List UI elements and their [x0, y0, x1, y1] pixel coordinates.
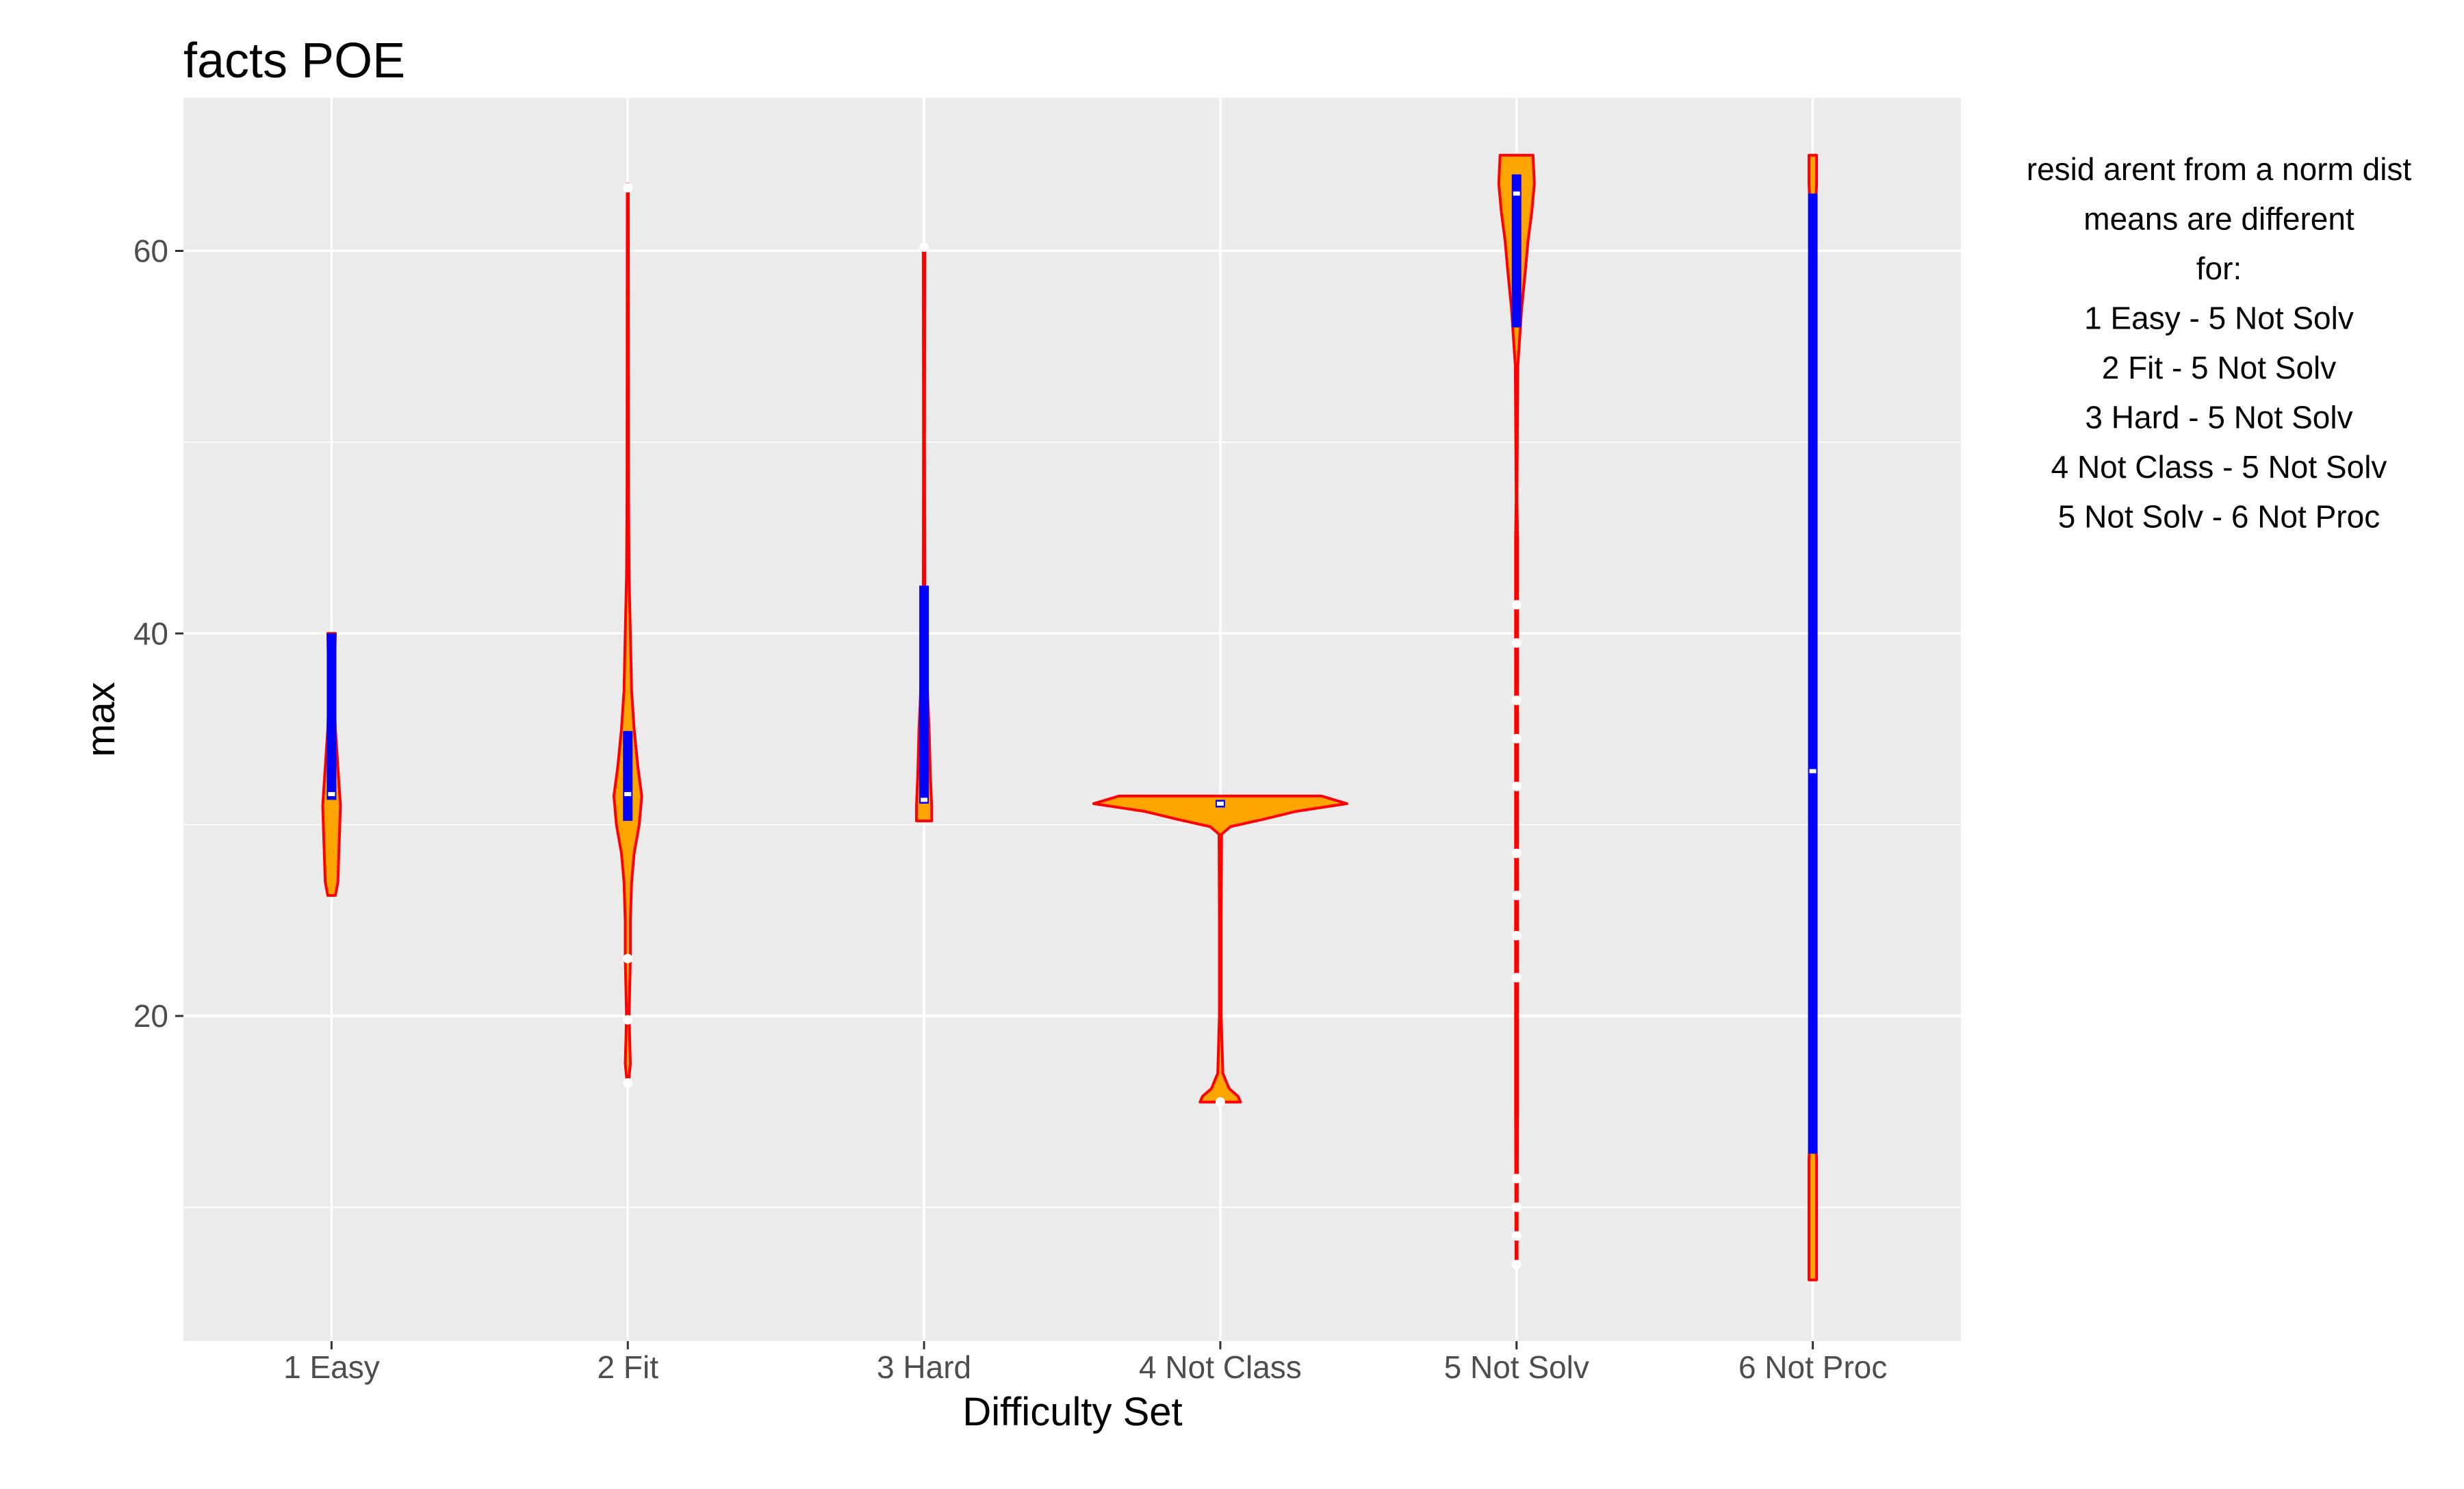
y-axis-title: max: [79, 682, 123, 757]
x-tick-label: 3 Hard: [877, 1349, 971, 1385]
annotation-line: 1 Easy - 5 Not Solv: [2084, 301, 2354, 336]
x-axis-ticks: 1 Easy 2 Fit 3 Hard 4 Not Class 5 Not Solv 6 …: [283, 1341, 1887, 1385]
plot-panel: [183, 98, 1961, 1341]
outlier-point: [1511, 1202, 1522, 1212]
y-tick-label: 20: [133, 998, 168, 1034]
annotation-line: 4 Not Class - 5 Not Solv: [2051, 449, 2387, 485]
outlier-point: [623, 1078, 633, 1088]
y-tick-label: 40: [133, 615, 168, 651]
x-tick-label: 6 Not Proc: [1738, 1349, 1887, 1385]
outlier-point: [1511, 848, 1522, 858]
outlier-point: [1511, 733, 1522, 743]
violin-3-hard: [915, 242, 934, 823]
violin-2-fit: [612, 182, 643, 1088]
outlier-point: [1511, 973, 1522, 983]
median-marker: [328, 791, 335, 796]
outlier-point: [1511, 638, 1522, 648]
annotation-line: means are different: [2083, 201, 2354, 237]
violin-body: [1497, 153, 1536, 1267]
annotation-line: resid arent from a norm dist: [2027, 151, 2412, 187]
outlier-point: [1511, 781, 1522, 791]
violin-1-easy: [321, 632, 342, 897]
median-marker: [1809, 769, 1817, 774]
iqr-box: [1511, 174, 1522, 328]
outlier-point: [1511, 1173, 1522, 1184]
outlier-point: [1511, 1260, 1522, 1270]
outlier-point: [1511, 696, 1522, 706]
outlier-point: [1511, 930, 1522, 941]
violin-6-not-proc: [1808, 153, 1819, 1282]
iqr-box: [623, 730, 633, 822]
median-marker: [624, 791, 632, 796]
y-tick-label: 60: [133, 233, 168, 269]
outlier-point: [1511, 891, 1522, 901]
violins: [321, 153, 1819, 1282]
iqr-box: [326, 633, 337, 800]
iqr-box: [1808, 193, 1818, 1154]
outlier-point: [623, 954, 633, 964]
x-tick-label: 1 Easy: [283, 1349, 380, 1385]
annotation-line: 3 Hard - 5 Not Solv: [2085, 400, 2352, 435]
outlier-point: [1215, 1097, 1225, 1107]
outlier-point: [623, 1015, 633, 1025]
violin-body: [1092, 794, 1348, 1104]
outlier-point: [1511, 1231, 1522, 1241]
iqr-box: [919, 585, 929, 804]
x-axis-title: Difficulty Set: [962, 1390, 1182, 1434]
x-tick-label: 4 Not Class: [1139, 1349, 1302, 1385]
chart-title: facts POE: [183, 34, 405, 88]
annotation-note: resid arent from a norm dist means are di…: [2027, 151, 2412, 535]
violin-5-not-solv: [1497, 153, 1536, 1270]
outlier-point: [919, 242, 929, 252]
annotation-line: 2 Fit - 5 Not Solv: [2102, 350, 2337, 385]
median-marker: [1216, 801, 1224, 806]
outlier-point: [1511, 600, 1522, 610]
violin-4-not-class: [1092, 794, 1348, 1107]
median-marker: [921, 798, 928, 802]
y-axis-ticks: 20 40 60: [133, 233, 183, 1034]
outlier-point: [623, 183, 633, 193]
median-marker: [1513, 191, 1520, 196]
x-tick-label: 5 Not Solv: [1444, 1349, 1589, 1385]
annotation-line: 5 Not Solv - 6 Not Proc: [2058, 499, 2380, 535]
x-tick-label: 2 Fit: [598, 1349, 659, 1385]
annotation-line: for:: [2196, 251, 2242, 286]
